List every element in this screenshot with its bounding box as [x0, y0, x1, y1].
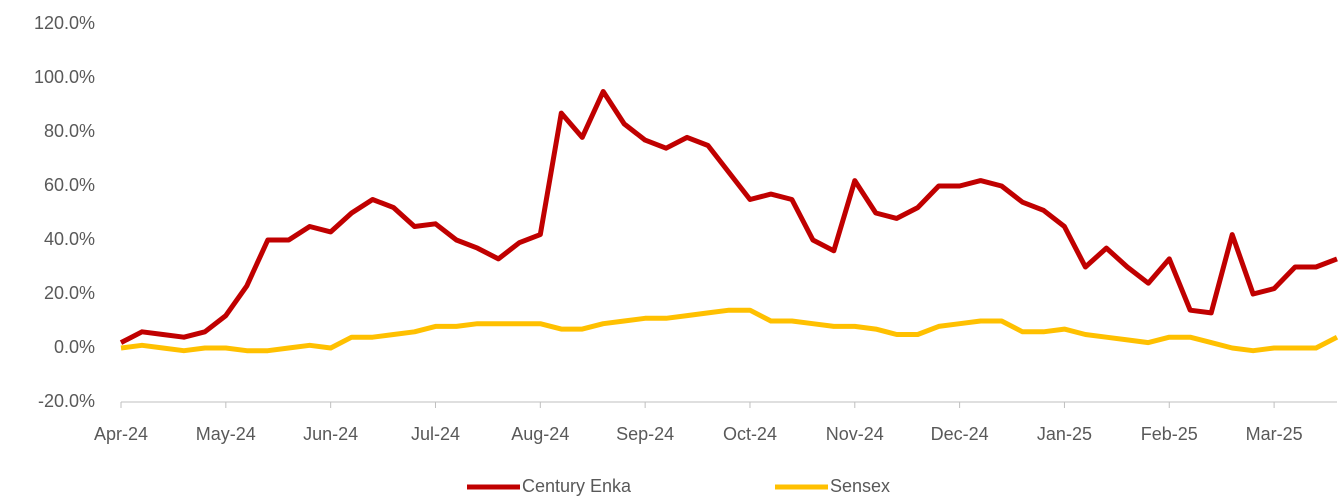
line-series	[120, 307, 1339, 354]
x-tick-label: Sep-24	[616, 424, 674, 444]
y-tick-label: 80.0%	[44, 121, 95, 141]
x-tick-label: Oct-24	[723, 424, 777, 444]
x-tick-label: Feb-25	[1141, 424, 1198, 444]
x-tick-label: Apr-24	[94, 424, 148, 444]
x-tick-label: Jan-25	[1037, 424, 1092, 444]
x-tick-label: Jun-24	[303, 424, 358, 444]
x-tick-label: Jul-24	[411, 424, 460, 444]
y-tick-label: -20.0%	[38, 391, 95, 411]
line-series	[119, 89, 1338, 345]
legend-label: Sensex	[830, 476, 890, 496]
legend-label: Century Enka	[522, 476, 632, 496]
x-tick-label: May-24	[196, 424, 256, 444]
x-tick-label: Dec-24	[931, 424, 989, 444]
y-tick-label: 20.0%	[44, 283, 95, 303]
y-tick-label: 0.0%	[54, 337, 95, 357]
y-tick-label: 100.0%	[34, 67, 95, 87]
y-tick-label: 120.0%	[34, 13, 95, 33]
y-tick-label: 60.0%	[44, 175, 95, 195]
x-tick-label: Nov-24	[826, 424, 884, 444]
x-tick-label: Mar-25	[1246, 424, 1303, 444]
y-tick-label: 40.0%	[44, 229, 95, 249]
x-tick-label: Aug-24	[511, 424, 569, 444]
